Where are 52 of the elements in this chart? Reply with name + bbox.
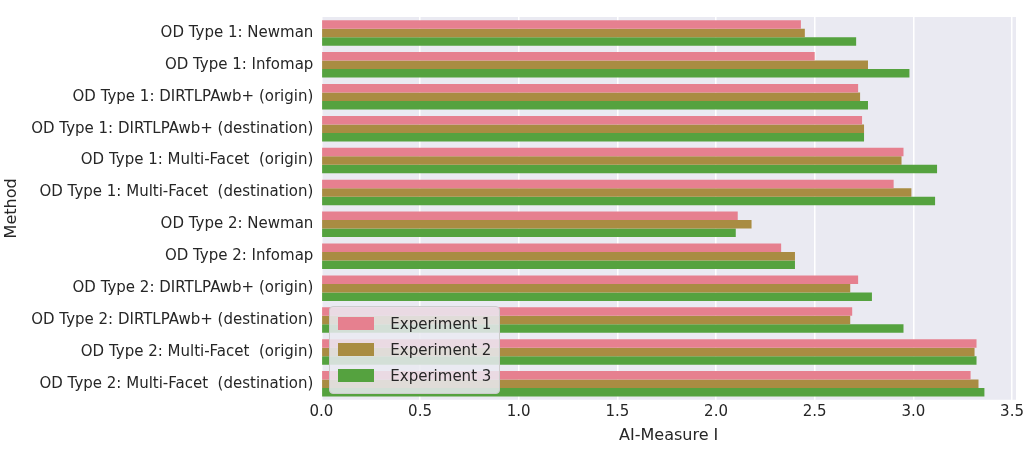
bar: [322, 283, 851, 293]
x-tick-label: 2.0: [704, 401, 728, 420]
bar: [322, 37, 857, 46]
bar: [322, 252, 795, 261]
legend-label: Experiment 3: [390, 366, 492, 385]
bar: [322, 60, 868, 70]
y-tick-label: OD Type 1: Multi-Facet (destination): [39, 182, 314, 201]
y-tick-label: OD Type 2: DIRTLPAwb+ (destination): [31, 309, 314, 328]
x-tick-label: 0.5: [408, 401, 432, 420]
x-tick-label: 0.0: [309, 401, 334, 420]
bar: [322, 188, 912, 197]
bar: [322, 211, 738, 221]
bar: [322, 275, 859, 284]
bar: [322, 147, 904, 157]
bar: [322, 124, 865, 133]
y-axis-title: Method: [0, 178, 20, 239]
legend-label: Experiment 1: [390, 314, 492, 333]
bar: [322, 132, 865, 142]
x-tick-label: 3.0: [901, 401, 926, 420]
bar: [322, 228, 736, 238]
x-tick-label: 3.5: [1000, 401, 1024, 420]
y-tick-label: OD Type 2: Multi-Facet (destination): [39, 373, 314, 392]
y-tick-label: OD Type 1: Newman: [160, 22, 314, 41]
y-tick-label: OD Type 1: DIRTLPAwb+ (origin): [72, 86, 314, 105]
bar: [322, 92, 861, 101]
bar: [322, 243, 782, 252]
bar: [322, 179, 894, 189]
y-tick-label: OD Type 1: Multi-Facet (origin): [80, 150, 314, 169]
bar: [322, 83, 859, 93]
x-axis-title: AI-Measure I: [619, 424, 719, 444]
y-tick-label: OD Type 2: Newman: [160, 214, 314, 233]
bar: [322, 292, 872, 301]
bar: [322, 164, 938, 174]
y-tick-label: OD Type 2: Infomap: [164, 246, 314, 265]
bar: [322, 28, 805, 38]
bar: [322, 196, 936, 206]
bar: [322, 69, 910, 78]
y-tick-label: OD Type 1: Infomap: [164, 54, 314, 73]
bar: [322, 156, 902, 165]
bar: [322, 220, 752, 229]
y-tick-label: OD Type 1: DIRTLPAwb+ (destination): [31, 118, 314, 137]
y-tick-label: OD Type 2: Multi-Facet (origin): [80, 341, 314, 360]
bar: [322, 52, 815, 61]
x-tick-label: 1.0: [506, 401, 531, 420]
y-tick-label: OD Type 2: DIRTLPAwb+ (origin): [72, 278, 314, 297]
bar: [322, 115, 863, 125]
x-tick-label: 2.5: [802, 401, 827, 420]
bar: [322, 20, 801, 29]
bar: [322, 101, 868, 110]
x-tick-label: 1.5: [605, 401, 630, 420]
bar: [322, 260, 795, 270]
legend-label: Experiment 2: [390, 340, 492, 359]
